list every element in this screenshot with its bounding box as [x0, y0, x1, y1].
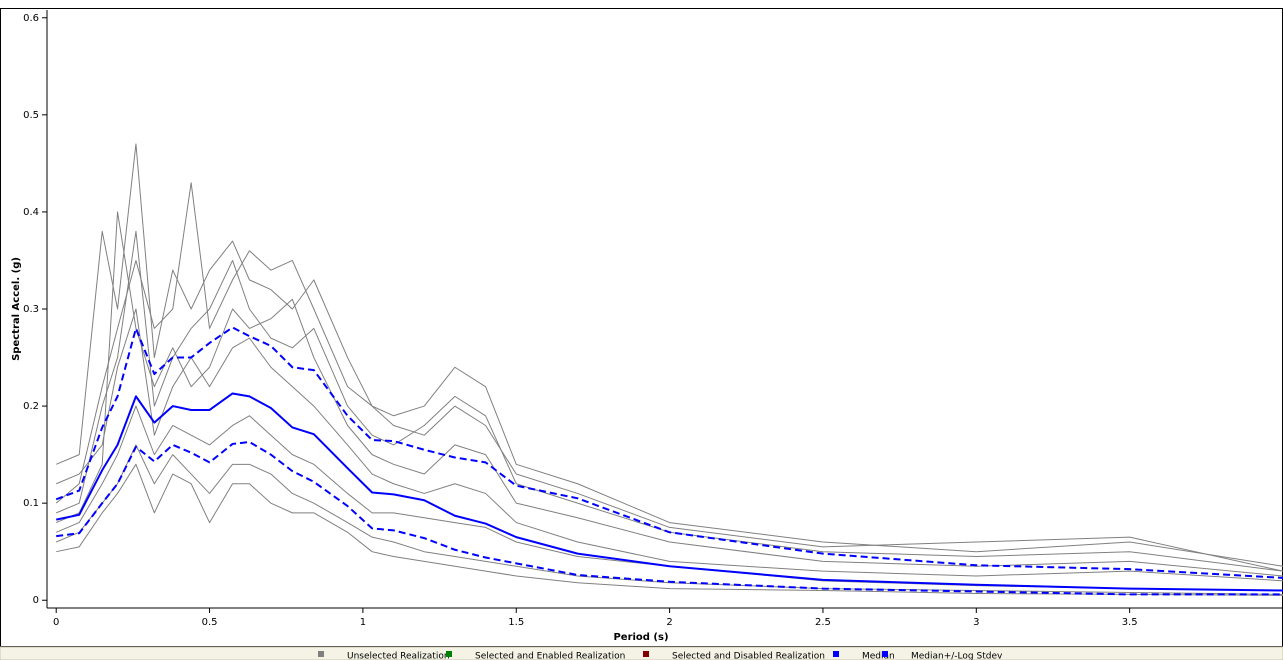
x-tick-label: 2.5 — [815, 617, 831, 628]
legend-text: Median+/-Log Stdev — [911, 652, 1003, 660]
legend-text: Median — [862, 652, 895, 660]
series-line — [56, 308, 1283, 582]
y-tick-label: 0.6 — [23, 13, 39, 24]
x-tick-label: 1.5 — [508, 617, 524, 628]
series-line — [55, 182, 1283, 572]
legend-swatch — [643, 651, 649, 657]
y-tick-label: 0.3 — [23, 304, 39, 315]
y-tick-label: 0.2 — [23, 401, 39, 412]
x-axis-title: Period (s) — [613, 632, 668, 643]
y-axis-title: Spectral Accel. (g) — [11, 257, 22, 361]
plot-area — [55, 143, 1283, 596]
y-tick-label: 0 — [33, 595, 39, 606]
x-tick-label: 0 — [53, 617, 59, 628]
series-line — [56, 143, 1283, 567]
series-line — [56, 463, 1283, 596]
legend-swatch — [446, 651, 452, 657]
legend-swatch — [833, 651, 839, 657]
legend-bar — [0, 646, 1283, 660]
legend-text: Selected and Enabled Realization — [475, 652, 625, 660]
legend-swatch — [882, 651, 888, 657]
x-tick-label: 2 — [666, 617, 672, 628]
x-tick-label: 1 — [360, 617, 366, 628]
x-tick-label: 3.5 — [1122, 617, 1138, 628]
y-tick-label: 0.4 — [23, 207, 39, 218]
y-tick-label: 0.5 — [23, 110, 39, 121]
series-line — [56, 440, 1283, 596]
y-tick-label: 0.1 — [23, 498, 39, 509]
series-line — [56, 211, 1283, 577]
series-line — [56, 230, 1283, 572]
x-tick-label: 0.5 — [202, 617, 218, 628]
series-line — [55, 326, 1283, 579]
legend-text: Selected and Disabled Realization — [672, 652, 825, 660]
legend-text: Unselected Realization — [347, 652, 450, 660]
series-line — [55, 392, 1283, 592]
legend-swatch — [318, 651, 324, 657]
x-tick-label: 3 — [973, 617, 979, 628]
